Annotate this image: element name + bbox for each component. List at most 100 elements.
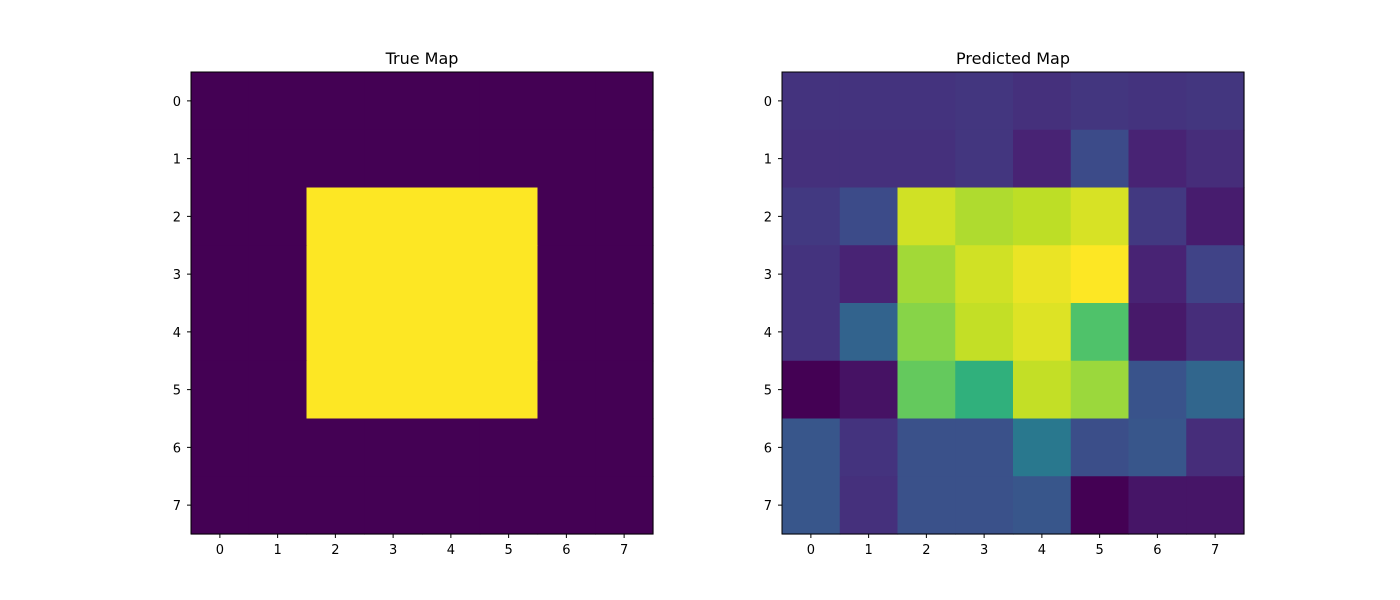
heatmap-cell bbox=[364, 418, 423, 477]
heatmap-cell bbox=[422, 245, 481, 304]
heatmap-cell bbox=[306, 72, 365, 131]
y-tick-label: 4 bbox=[764, 326, 772, 341]
axes-frame bbox=[781, 71, 1245, 535]
y-tick-label: 4 bbox=[173, 326, 181, 341]
heatmap-cell bbox=[364, 476, 423, 535]
heatmap-cell bbox=[191, 72, 250, 131]
x-tick-label: 3 bbox=[980, 543, 988, 558]
heatmap-cell bbox=[191, 187, 250, 246]
heatmap-cell bbox=[1186, 245, 1245, 304]
heatmap-cell bbox=[782, 360, 841, 420]
heatmap-cell bbox=[782, 418, 841, 477]
heatmap-cell bbox=[537, 303, 596, 362]
x-tick-label: 0 bbox=[216, 543, 224, 558]
heatmap-cell bbox=[1128, 245, 1187, 304]
heatmap-cell bbox=[248, 245, 308, 304]
heatmap-cell bbox=[1013, 360, 1072, 420]
heatmap-cell bbox=[595, 129, 654, 189]
heatmap-cell bbox=[1128, 187, 1187, 246]
heatmap-cell bbox=[479, 418, 539, 477]
y-tick-label: 7 bbox=[764, 499, 772, 514]
heatmap-cell bbox=[955, 187, 1014, 246]
heatmap-cell bbox=[479, 187, 539, 246]
heatmap-cell bbox=[306, 187, 365, 246]
x-tick-label: 5 bbox=[504, 543, 512, 558]
heatmap-cell bbox=[537, 476, 596, 535]
y-tick-label: 0 bbox=[764, 95, 772, 110]
heatmap-cell bbox=[955, 360, 1014, 420]
heatmap-cell bbox=[1070, 418, 1130, 477]
heatmap-cell bbox=[191, 476, 250, 535]
heatmap-cell bbox=[897, 360, 956, 420]
heatmap-cell bbox=[1013, 418, 1072, 477]
y-tick-label: 5 bbox=[764, 384, 772, 399]
heatmap-cell bbox=[1186, 187, 1245, 246]
heatmap-cell bbox=[839, 72, 899, 131]
heatmap-cell bbox=[364, 72, 423, 131]
heatmap-cell bbox=[1186, 129, 1245, 189]
heatmap-cell bbox=[782, 72, 841, 131]
heatmap-cell bbox=[248, 187, 308, 246]
heatmap-cell bbox=[422, 418, 481, 477]
heatmap-cell bbox=[306, 476, 365, 535]
y-tick-label: 1 bbox=[173, 153, 181, 168]
heatmap-cell bbox=[955, 303, 1014, 362]
heatmap-cell bbox=[248, 360, 308, 420]
heatmap-cell bbox=[537, 187, 596, 246]
heatmap-cell bbox=[191, 360, 250, 420]
y-tick-label: 3 bbox=[764, 268, 772, 283]
heatmap-cell bbox=[306, 129, 365, 189]
heatmap-cell bbox=[422, 72, 481, 131]
heatmap-cell bbox=[1013, 187, 1072, 246]
heatmap-cell bbox=[537, 72, 596, 131]
heatmap-cell bbox=[1013, 129, 1072, 189]
heatmap-cell bbox=[955, 245, 1014, 304]
heatmap-cell bbox=[595, 245, 654, 304]
true-map-panel: True Map 0 1 2 3 4 5 6 7 0 1 2 3 4 5 6 7 bbox=[173, 49, 654, 558]
heatmap-cell bbox=[248, 476, 308, 535]
heatmap-cell bbox=[1128, 129, 1187, 189]
heatmap-cell bbox=[839, 476, 899, 535]
heatmap-cell bbox=[782, 476, 841, 535]
heatmap-cell bbox=[595, 187, 654, 246]
x-tick-label: 2 bbox=[922, 543, 930, 558]
y-tick-label: 5 bbox=[173, 384, 181, 399]
heatmap-cell bbox=[1070, 187, 1130, 246]
heatmap-cell bbox=[537, 245, 596, 304]
chart-title: True Map bbox=[385, 49, 459, 68]
heatmap-cell bbox=[422, 360, 481, 420]
heatmap-cell bbox=[955, 72, 1014, 131]
heatmap-cell bbox=[1070, 303, 1130, 362]
heatmap-cell bbox=[839, 187, 899, 246]
predicted-map-panel: Predicted Map 0 1 2 3 4 5 6 7 0 1 2 3 4 5 6 7 bbox=[764, 49, 1245, 558]
heatmap-cell bbox=[422, 476, 481, 535]
heatmap-cell bbox=[1128, 418, 1187, 477]
heatmap-cell bbox=[782, 129, 841, 189]
heatmap-cell bbox=[422, 303, 481, 362]
heatmap-cell bbox=[595, 72, 654, 131]
chart-title: Predicted Map bbox=[956, 49, 1070, 68]
heatmap-cell bbox=[897, 303, 956, 362]
heatmap-cell bbox=[839, 245, 899, 304]
heatmap-cell bbox=[1186, 476, 1245, 535]
heatmap-cell bbox=[1070, 360, 1130, 420]
heatmap-cell bbox=[1013, 303, 1072, 362]
heatmap-cell bbox=[595, 476, 654, 535]
heatmap-cell bbox=[1013, 72, 1072, 131]
y-tick-label: 2 bbox=[173, 210, 181, 225]
heatmap-cell bbox=[422, 187, 481, 246]
heatmap-cell bbox=[1128, 303, 1187, 362]
heatmap-cell bbox=[782, 187, 841, 246]
heatmap-cell bbox=[191, 418, 250, 477]
y-tick-label: 2 bbox=[764, 210, 772, 225]
heatmap-cell bbox=[306, 418, 365, 477]
heatmap-cell bbox=[306, 360, 365, 420]
heatmap-cell bbox=[1186, 303, 1245, 362]
heatmap-cell bbox=[306, 245, 365, 304]
y-tick-label: 7 bbox=[173, 499, 181, 514]
heatmap-cell bbox=[839, 360, 899, 420]
heatmap-cell bbox=[248, 418, 308, 477]
heatmap-cell bbox=[479, 72, 539, 131]
heatmap-cell bbox=[897, 129, 956, 189]
